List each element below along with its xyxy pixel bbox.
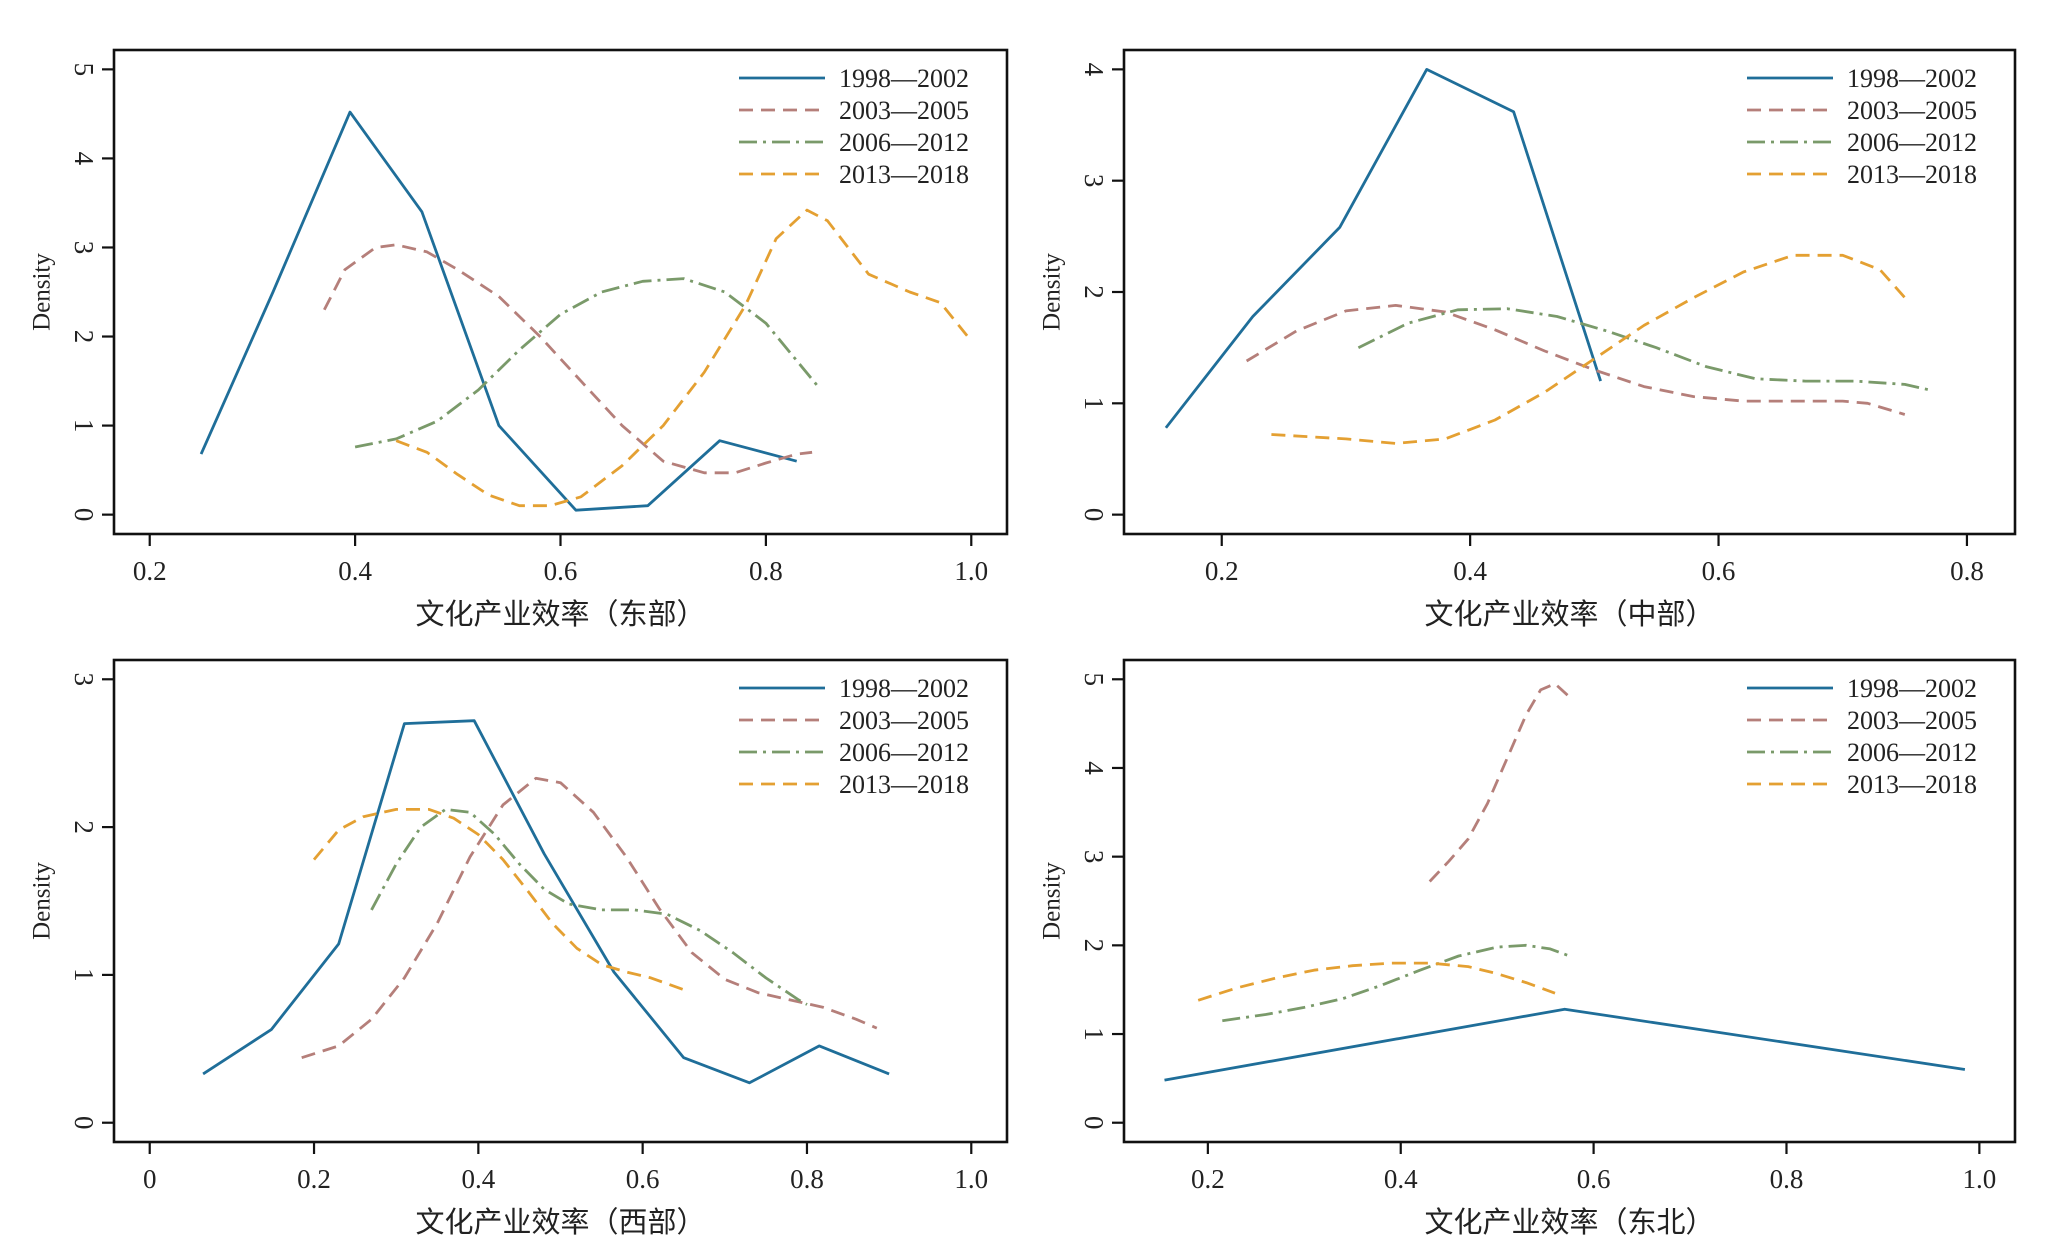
plot-frame bbox=[1122, 658, 2017, 1144]
y-tick-label: 3 bbox=[1079, 850, 1109, 864]
y-tick-label: 1 bbox=[69, 419, 99, 433]
legend-label: 2013—2018 bbox=[839, 770, 969, 799]
x-tick-label: 0.8 bbox=[790, 1164, 824, 1194]
legend-label: 2013—2018 bbox=[1847, 160, 1977, 189]
legend-label: 2006—2012 bbox=[839, 128, 969, 157]
legend: 1998—2002 2003—2005 2006—2012 2013—2018 bbox=[1747, 674, 1977, 799]
x-tick-label: 0.6 bbox=[1577, 1164, 1611, 1194]
legend-label: 2006—2012 bbox=[1847, 128, 1977, 157]
series-line-2006—2012 bbox=[354, 277, 819, 449]
y-tick-label: 5 bbox=[1079, 673, 1109, 687]
series-line-2013—2018 bbox=[1197, 961, 1556, 1002]
chart-panel-1: 0.2 0.4 0.6 0.8 1.0 0 1 2 3 4 5 文化产业效率（东部） Density 19… bbox=[29, 48, 1009, 631]
series-line-2013—2018 bbox=[312, 808, 685, 992]
y-axis-label: Density bbox=[1039, 862, 1066, 940]
legend-label: 1998—2002 bbox=[839, 64, 969, 93]
x-tick-label: 0.2 bbox=[133, 556, 167, 586]
legend: 1998—2002 2003—2005 2006—2012 2013—2018 bbox=[739, 674, 969, 799]
y-tick-label: 4 bbox=[1079, 63, 1109, 77]
x-axis-label: 文化产业效率（东北） bbox=[1424, 1205, 1714, 1239]
x-tick-label: 0.6 bbox=[544, 556, 578, 586]
x-axis-label: 文化产业效率（西部） bbox=[415, 1205, 705, 1239]
series-line-1998—2002 bbox=[1164, 68, 1602, 429]
chart-panel-3: 0 0.2 0.4 0.6 0.8 1.0 0 1 2 3 文化产业效率（西部） Density 199… bbox=[29, 658, 1009, 1239]
legend-label: 2003—2005 bbox=[839, 96, 969, 125]
legend-label: 1998—2002 bbox=[1847, 674, 1977, 703]
x-tick-label: 0.8 bbox=[1950, 556, 1984, 586]
y-tick-label: 2 bbox=[1079, 285, 1109, 299]
y-tick-label: 3 bbox=[69, 241, 99, 255]
legend-label: 2003—2005 bbox=[839, 706, 969, 735]
series-line-2003—2005 bbox=[1428, 682, 1571, 883]
y-tick-label: 1 bbox=[1079, 1027, 1109, 1041]
series-line-2003—2005 bbox=[1245, 304, 1906, 416]
y-axis-label: Density bbox=[29, 862, 56, 940]
x-tick-label: 0.4 bbox=[338, 556, 372, 586]
x-tick-label: 0.2 bbox=[1205, 556, 1239, 586]
y-tick-label: 0 bbox=[1079, 508, 1109, 522]
y-tick-label: 0 bbox=[69, 1116, 99, 1130]
x-tick-label: 0.8 bbox=[749, 556, 783, 586]
y-tick-label: 5 bbox=[69, 63, 99, 77]
y-tick-label: 2 bbox=[69, 820, 99, 834]
legend: 1998—2002 2003—2005 2006—2012 2013—2018 bbox=[1747, 64, 1977, 189]
y-axis-label: Density bbox=[1039, 253, 1066, 331]
x-tick-label: 0.8 bbox=[1770, 1164, 1804, 1194]
series-line-1998—2002 bbox=[1164, 1007, 1966, 1082]
x-tick-label: 0.4 bbox=[1453, 556, 1487, 586]
series-line-2013—2018 bbox=[395, 208, 973, 508]
legend: 1998—2002 2003—2005 2006—2012 2013—2018 bbox=[739, 64, 969, 189]
plot-frame bbox=[112, 658, 1009, 1144]
y-tick-label: 2 bbox=[1079, 939, 1109, 953]
x-tick-label: 0.4 bbox=[461, 1164, 495, 1194]
series-line-2013—2018 bbox=[1271, 253, 1906, 445]
x-tick-label: 0.2 bbox=[297, 1164, 331, 1194]
legend-label: 1998—2002 bbox=[1847, 64, 1977, 93]
legend-label: 2006—2012 bbox=[1847, 738, 1977, 767]
y-tick-label: 0 bbox=[69, 508, 99, 522]
y-tick-label: 3 bbox=[1079, 174, 1109, 188]
series-line-1998—2002 bbox=[202, 719, 890, 1085]
series-line-2006—2012 bbox=[370, 808, 808, 1006]
x-axis-label: 文化产业效率（中部） bbox=[1424, 597, 1714, 631]
x-tick-label: 0 bbox=[143, 1164, 157, 1194]
x-tick-label: 1.0 bbox=[954, 1164, 988, 1194]
series-line-2006—2012 bbox=[1222, 943, 1570, 1023]
series-line-2003—2005 bbox=[301, 776, 878, 1060]
x-tick-label: 1.0 bbox=[1962, 1164, 1996, 1194]
series-line-1998—2002 bbox=[199, 110, 798, 512]
y-axis-label: Density bbox=[29, 253, 56, 331]
y-tick-label: 2 bbox=[69, 330, 99, 344]
x-tick-label: 0.6 bbox=[1702, 556, 1736, 586]
legend-label: 2003—2005 bbox=[1847, 96, 1977, 125]
legend-label: 2013—2018 bbox=[1847, 770, 1977, 799]
x-tick-label: 1.0 bbox=[954, 556, 988, 586]
legend-label: 2003—2005 bbox=[1847, 706, 1977, 735]
x-tick-label: 0.4 bbox=[1384, 1164, 1418, 1194]
y-tick-label: 4 bbox=[1079, 761, 1109, 775]
legend-label: 2006—2012 bbox=[839, 738, 969, 767]
x-tick-label: 0.2 bbox=[1191, 1164, 1225, 1194]
y-tick-label: 3 bbox=[69, 673, 99, 687]
y-tick-label: 0 bbox=[1079, 1116, 1109, 1130]
chart-panel-4: 0.2 0.4 0.6 0.8 1.0 0 1 2 3 4 5 文化产业效率（东北） Density 19… bbox=[1039, 658, 2017, 1239]
chart-panel-2: 0.2 0.4 0.6 0.8 0 1 2 3 4 文化产业效率（中部） Density 1998—2… bbox=[1039, 48, 2017, 631]
series-line-2006—2012 bbox=[1357, 307, 1931, 392]
legend-label: 2013—2018 bbox=[839, 160, 969, 189]
x-axis-label: 文化产业效率（东部） bbox=[415, 597, 705, 631]
legend-label: 1998—2002 bbox=[839, 674, 969, 703]
y-tick-label: 1 bbox=[69, 968, 99, 982]
y-tick-label: 1 bbox=[1079, 397, 1109, 411]
x-tick-label: 0.6 bbox=[626, 1164, 660, 1194]
y-tick-label: 4 bbox=[69, 152, 99, 166]
series-line-2003—2005 bbox=[323, 243, 813, 475]
